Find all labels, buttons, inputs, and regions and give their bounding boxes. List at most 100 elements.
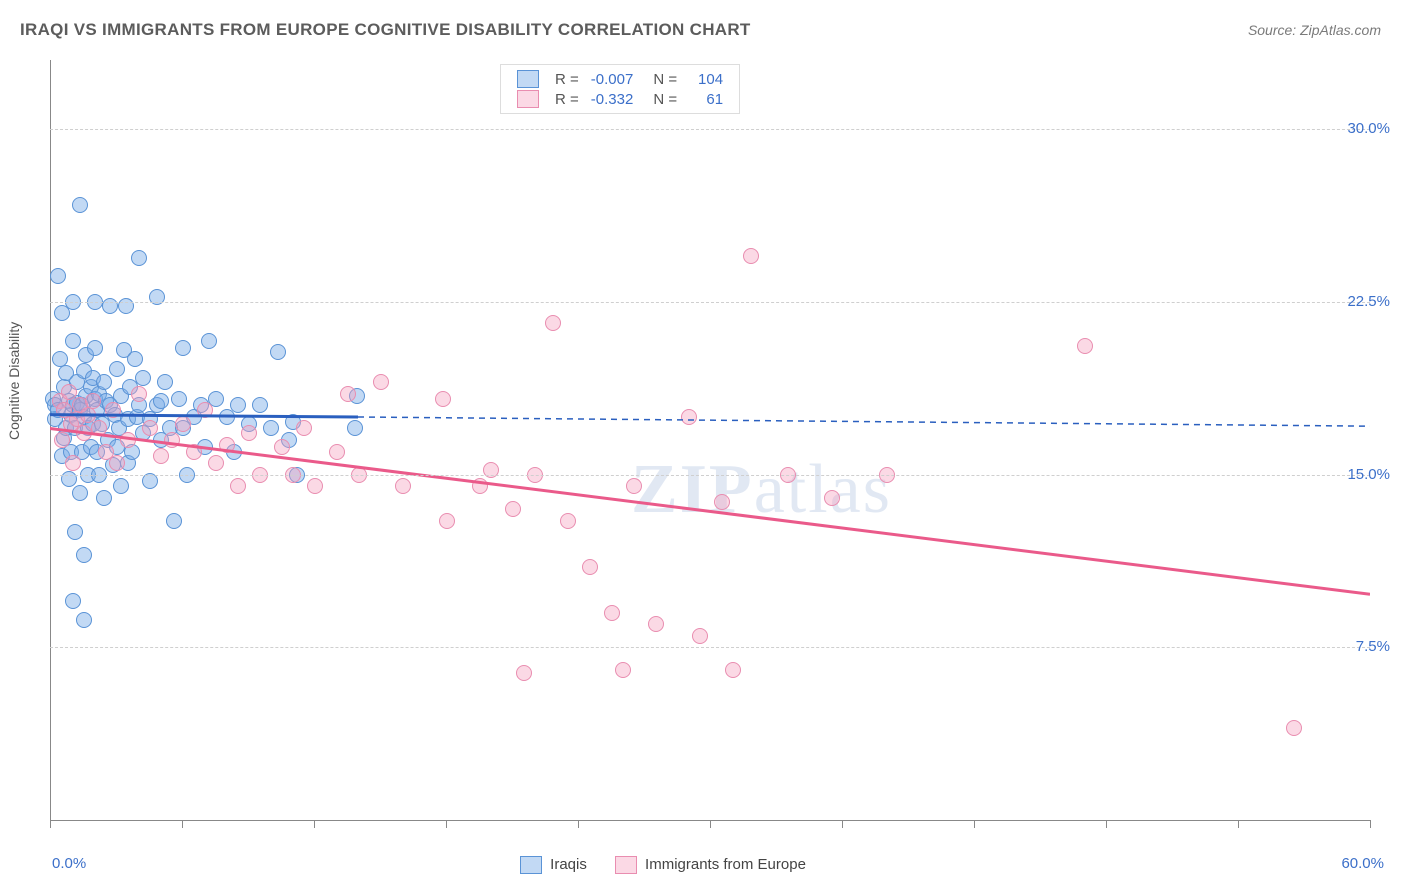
chart-title: IRAQI VS IMMIGRANTS FROM EUROPE COGNITIV… — [20, 20, 751, 40]
series-a-marker — [347, 420, 363, 436]
series-b-marker — [435, 391, 451, 407]
series-b-marker — [120, 432, 136, 448]
gridline-h — [50, 647, 1370, 648]
legend-r-label: R = — [549, 69, 585, 89]
series-b-marker — [109, 455, 125, 471]
series-a-marker — [127, 351, 143, 367]
legend-series-label: Iraqis — [550, 856, 587, 873]
series-a-marker — [87, 340, 103, 356]
legend-series-item: Immigrants from Europe — [615, 856, 806, 874]
legend-n-label: N = — [639, 89, 683, 109]
series-b-marker — [824, 490, 840, 506]
series-a-marker — [96, 374, 112, 390]
series-b-marker — [61, 384, 77, 400]
series-b-marker — [648, 616, 664, 632]
series-a-marker — [142, 473, 158, 489]
series-b-marker — [1286, 720, 1302, 736]
series-b-marker — [219, 437, 235, 453]
series-b-marker — [85, 393, 101, 409]
legend-n-value: 61 — [683, 89, 729, 109]
series-b-marker — [197, 402, 213, 418]
legend-row: R =-0.007N =104 — [511, 69, 729, 89]
legend-n-value: 104 — [683, 69, 729, 89]
series-a-marker — [102, 298, 118, 314]
series-b-marker — [91, 420, 107, 436]
series-b-marker — [582, 559, 598, 575]
series-b-marker — [681, 409, 697, 425]
series-a-marker — [50, 268, 66, 284]
watermark: ZIPatlas — [631, 450, 892, 530]
series-b-marker — [230, 478, 246, 494]
legend-r-value: -0.332 — [585, 89, 640, 109]
legend-table: R =-0.007N =104R =-0.332N =61 — [511, 69, 729, 109]
series-a-marker — [263, 420, 279, 436]
series-b-marker — [153, 448, 169, 464]
series-a-marker — [65, 333, 81, 349]
series-b-marker — [186, 444, 202, 460]
legend-n-label: N = — [639, 69, 683, 89]
series-a-marker — [201, 333, 217, 349]
x-axis-min: 0.0% — [52, 855, 86, 872]
series-b-marker — [54, 432, 70, 448]
y-tick-label: 7.5% — [1356, 638, 1390, 655]
series-b-marker — [505, 501, 521, 517]
x-tick — [50, 820, 51, 828]
series-b-marker — [743, 248, 759, 264]
gridline-h — [50, 475, 1370, 476]
series-a-marker — [72, 485, 88, 501]
x-tick — [974, 820, 975, 828]
x-tick — [578, 820, 579, 828]
series-b-marker — [395, 478, 411, 494]
x-tick — [1106, 820, 1107, 828]
series-a-marker — [157, 374, 173, 390]
series-b-marker — [439, 513, 455, 529]
y-axis-label: Cognitive Disability — [6, 322, 22, 440]
plot-area: ZIPatlas — [50, 60, 1371, 821]
series-b-marker — [80, 407, 96, 423]
source-label: Source: ZipAtlas.com — [1248, 22, 1381, 38]
x-axis-max: 60.0% — [1341, 855, 1384, 872]
series-b-marker — [516, 665, 532, 681]
series-b-marker — [142, 420, 158, 436]
chart-root: IRAQI VS IMMIGRANTS FROM EUROPE COGNITIV… — [0, 0, 1406, 892]
series-a-marker — [252, 397, 268, 413]
series-a-marker — [76, 547, 92, 563]
x-tick — [842, 820, 843, 828]
y-tick-label: 15.0% — [1347, 466, 1390, 483]
y-tick-label: 30.0% — [1347, 120, 1390, 137]
x-tick — [314, 820, 315, 828]
series-a-marker — [109, 361, 125, 377]
y-tick-label: 22.5% — [1347, 293, 1390, 310]
gridline-h — [50, 302, 1370, 303]
series-a-marker — [153, 393, 169, 409]
series-b-marker — [692, 628, 708, 644]
legend-r-value: -0.007 — [585, 69, 640, 89]
legend-correlation: R =-0.007N =104R =-0.332N =61 — [500, 64, 740, 114]
series-b-marker — [208, 455, 224, 471]
series-a-marker — [67, 524, 83, 540]
series-b-marker — [65, 455, 81, 471]
series-a-marker — [61, 471, 77, 487]
series-b-marker — [615, 662, 631, 678]
series-a-marker — [118, 298, 134, 314]
legend-series-label: Immigrants from Europe — [645, 856, 806, 873]
series-b-marker — [560, 513, 576, 529]
series-b-marker — [472, 478, 488, 494]
legend-swatch — [517, 90, 539, 108]
series-a-marker — [171, 391, 187, 407]
series-b-marker — [329, 444, 345, 460]
series-b-marker — [1077, 338, 1093, 354]
series-b-marker — [714, 494, 730, 510]
series-b-marker — [76, 425, 92, 441]
x-tick — [1238, 820, 1239, 828]
x-tick — [710, 820, 711, 828]
series-b-marker — [373, 374, 389, 390]
legend-swatch — [520, 856, 542, 874]
series-a-marker — [113, 478, 129, 494]
series-a-marker — [76, 612, 92, 628]
series-a-marker — [166, 513, 182, 529]
series-b-marker — [241, 425, 257, 441]
series-b-marker — [274, 439, 290, 455]
legend-row: R =-0.332N =61 — [511, 89, 729, 109]
legend-series: Iraqis Immigrants from Europe — [520, 856, 834, 874]
